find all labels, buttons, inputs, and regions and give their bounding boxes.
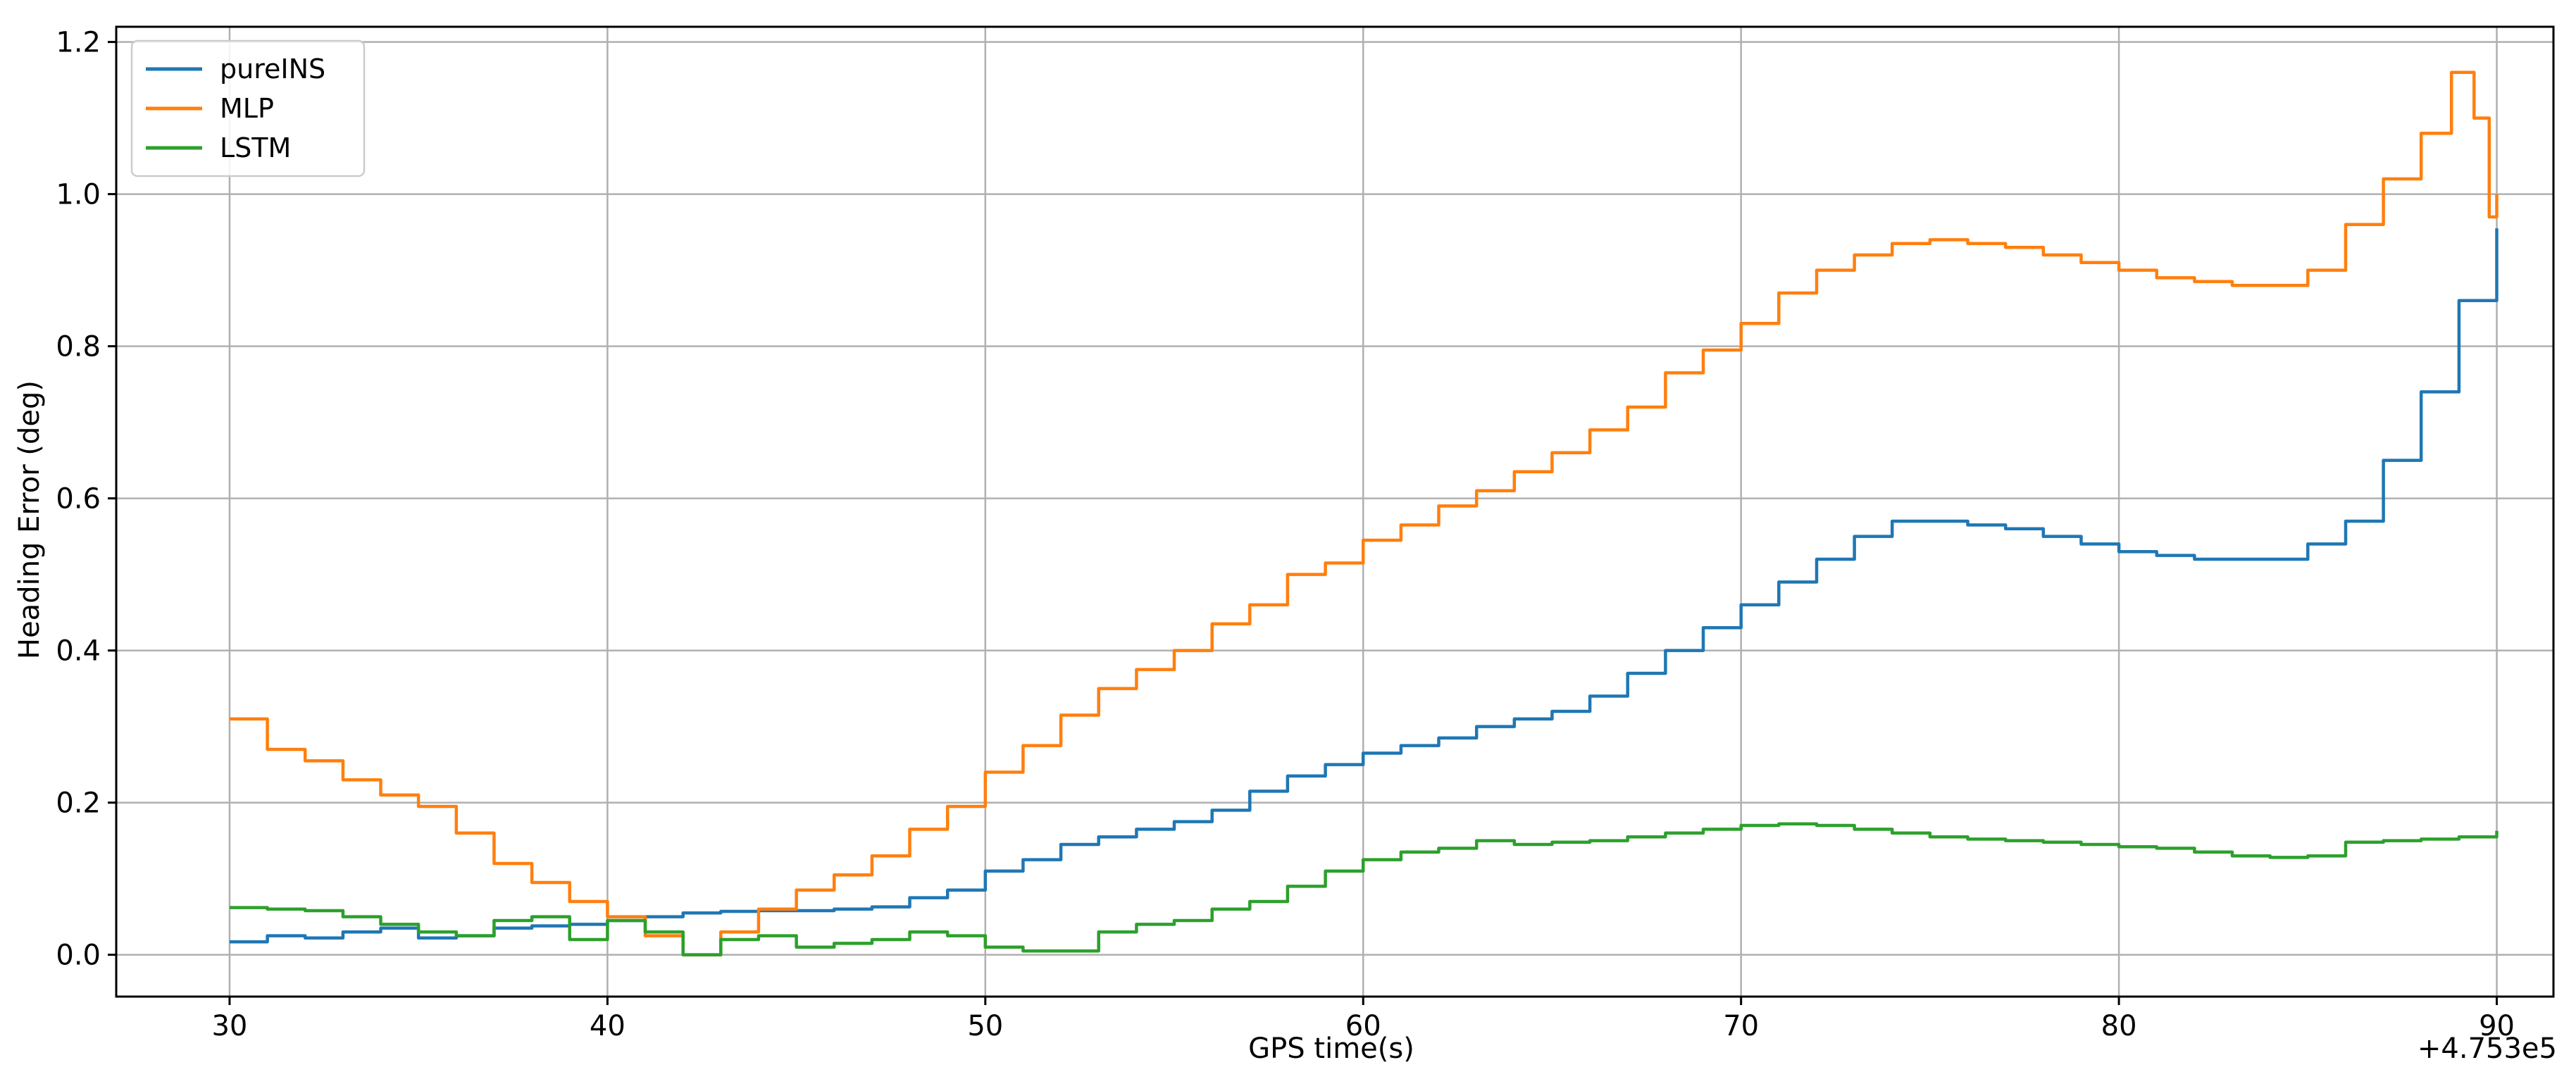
y-tick-label: 0.2 [56,787,101,820]
x-tick-label: 90 [2479,1010,2515,1042]
series-line-mlp [229,70,2499,956]
x-tick-label: 70 [1723,1010,1759,1042]
axes: 30 40 50 60 70 80 90 0.0 0.2 0.4 0.6 0.8 1.0 1.2 [56,25,2555,1042]
y-tick-label: 0.8 [56,331,101,363]
series-line-lstm [229,822,2499,956]
y-tick-label: 1.2 [56,27,101,59]
x-tick-label: 30 [211,1010,247,1042]
y-tick-label: 1.0 [56,179,101,211]
x-tick-label: 60 [1345,1010,1381,1042]
legend-label-mlp: MLP [220,93,274,124]
plot-frame [115,25,2555,998]
legend: pureINS MLP LSTM [130,39,366,177]
y-tick-label: 0.6 [56,483,101,516]
legend-label-lstm: LSTM [220,132,291,163]
y-tick-label: 0.0 [56,940,101,972]
legend-label-pureins: pureINS [220,54,325,85]
grid [116,27,2553,997]
x-axis-label: GPS time(s) [1248,1033,1414,1065]
x-tick-label: 40 [590,1010,626,1042]
legend-box [130,39,366,177]
x-tick-label: 80 [2101,1010,2137,1042]
y-tick-label: 0.4 [56,635,101,668]
series-lines [229,70,2499,956]
y-axis-label: Heading Error (deg) [13,380,46,659]
x-axis-offset-label: +4.753e5 [2418,1033,2557,1065]
x-tick-label: 50 [967,1010,1003,1042]
